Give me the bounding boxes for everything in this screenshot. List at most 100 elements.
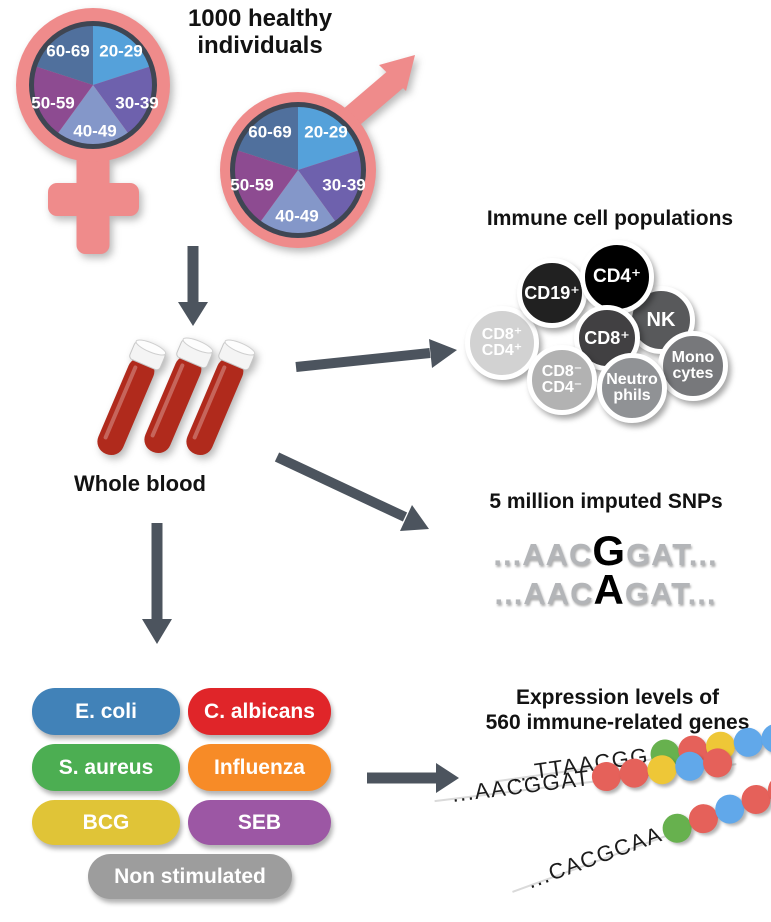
pie-outline: [29, 21, 157, 149]
stimulus-bcg: BCG: [32, 800, 180, 845]
arrow-head: [436, 763, 459, 793]
stimulus-non-stimulated: Non stimulated: [88, 854, 292, 899]
arrow-blood-to-immune-cells: [295, 339, 457, 372]
arrow-stimuli-to-expression: [367, 763, 459, 793]
blood-tubes: [97, 337, 256, 456]
blood-tube: [186, 339, 256, 456]
expression-heading: Expression levels of 560 immune-related …: [450, 686, 771, 736]
age-label: 60-69: [46, 42, 89, 61]
arrow-head: [400, 505, 429, 531]
tube-cap-top: [182, 337, 214, 354]
tube-highlight: [103, 365, 138, 440]
stimulus-influenza: Influenza: [188, 744, 331, 791]
immune-cell-label: CD8⁻ CD4⁻: [541, 362, 583, 396]
age-label: 50-59: [31, 94, 74, 113]
expression-dot: [590, 759, 623, 793]
pie-slice-20-29: [298, 105, 359, 170]
tube-cap-top: [135, 339, 167, 356]
pie-slice-50-59: [32, 66, 93, 134]
immune-cell-label: CD8⁺ CD4⁺: [481, 325, 523, 359]
female-symbol-crossbar: [48, 183, 139, 216]
tube-highlight: [192, 365, 227, 440]
figure-title-line1: 1000 healthy: [187, 5, 333, 32]
pie-outline: [230, 102, 366, 238]
male-symbol-shaft: [340, 70, 404, 129]
pie-slice-30-39: [93, 66, 154, 134]
expression-dot: [701, 746, 734, 779]
stimulus-label: C. albicans: [204, 699, 315, 723]
stimulus-saureus: S. aureus: [32, 744, 180, 791]
pie-slice-40-49: [57, 85, 129, 145]
tube-cap-top: [224, 339, 256, 356]
stimulus-ecoli: E. coli: [32, 688, 180, 735]
stimulus-seb: SEB: [188, 800, 331, 845]
arrow-blood-to-snps: [274, 452, 429, 531]
arrow-head: [429, 339, 457, 368]
stimulus-calbicans: C. albicans: [188, 688, 331, 735]
stimulus-label: E. coli: [75, 699, 137, 723]
sequence-suffix: GAT...: [626, 537, 718, 572]
snp-sequences: ...AACGGAT... ...AACAGAT...: [438, 530, 771, 612]
stimulus-label: Non stimulated: [114, 864, 266, 888]
stimulus-label: S. aureus: [58, 755, 154, 779]
male-age-pie: 20-29 30-39 40-49 50-59 60-69: [230, 102, 366, 238]
immune-cell-label: NK: [646, 308, 676, 331]
immune-cell-label: CD8⁺: [584, 327, 630, 348]
age-label: 40-49: [73, 122, 116, 141]
arrow-head: [178, 302, 208, 326]
sequence-suffix: GAT...: [624, 576, 717, 611]
immune-cell-cd8pos-cd4pos: CD8⁺ CD4⁺: [465, 306, 539, 380]
expression-dot: [646, 753, 679, 786]
figure-title-line2: individuals: [197, 31, 323, 59]
pie-slice-30-39: [298, 150, 363, 222]
arrow-individuals-to-blood: [178, 246, 208, 326]
immune-cell-label: CD4⁺: [592, 266, 642, 288]
snp-sequence-alt: ...AACAGAT...: [438, 569, 771, 612]
stimulus-label: BCG: [82, 810, 130, 834]
figure-title: 1000 healthy individuals: [145, 5, 375, 60]
pie-slice-60-69: [237, 105, 298, 170]
expression-dot: [731, 725, 765, 759]
age-label: 50-59: [230, 176, 273, 195]
arrow-head: [142, 619, 172, 644]
expression-dot: [618, 756, 651, 789]
age-label: 30-39: [322, 176, 365, 195]
male-symbol-arrowhead: [379, 55, 415, 91]
blood-tube: [97, 339, 167, 456]
pie-slice-50-59: [233, 150, 298, 222]
expression-heading-line1: Expression levels of: [515, 686, 720, 709]
expression-dot: [759, 721, 771, 755]
expression-heading-line2: 560 immune-related genes: [485, 710, 750, 734]
arrow-shaft: [295, 348, 431, 372]
arrow-shaft: [274, 452, 408, 522]
arrow-blood-to-stimuli: [142, 523, 172, 644]
female-age-pie: 20-29 30-39 40-49 50-59 60-69: [29, 21, 159, 149]
snp-variant-allele: A: [593, 566, 625, 613]
snp-sequence-ref: ...AACGGAT...: [438, 530, 771, 573]
whole-blood-label: Whole blood: [74, 471, 206, 496]
sequence-prefix: ...AAC: [493, 537, 593, 572]
immune-cell-neutrophils: Neutro phils: [597, 353, 667, 423]
immune-cell-monocytes: Mono cytes: [658, 331, 728, 401]
tube-body: [144, 355, 202, 454]
age-label: 40-49: [275, 207, 318, 226]
snp-variant-allele: G: [592, 527, 627, 574]
immune-cell-label: CD19⁺: [524, 282, 580, 303]
immune-cell-cd4: CD4⁺: [580, 240, 654, 314]
expression-dot: [673, 749, 707, 782]
pie-slice-20-29: [93, 24, 151, 85]
tube-body: [186, 357, 244, 456]
immune-cell-cd19: CD19⁺: [517, 258, 587, 328]
pie-slice-60-69: [35, 24, 93, 85]
age-label: 60-69: [248, 123, 291, 142]
tube-highlight: [150, 363, 185, 438]
immune-cell-cd8neg-cd4neg: CD8⁻ CD4⁻: [527, 345, 597, 415]
snps-heading: 5 million imputed SNPs: [489, 490, 723, 513]
pie-slice-40-49: [260, 170, 336, 235]
stimulus-label: Influenza: [213, 755, 305, 779]
sequence-prefix: ...AAC: [494, 576, 594, 611]
immune-cell-label: Mono cytes: [671, 348, 715, 382]
age-label: 20-29: [304, 123, 347, 142]
